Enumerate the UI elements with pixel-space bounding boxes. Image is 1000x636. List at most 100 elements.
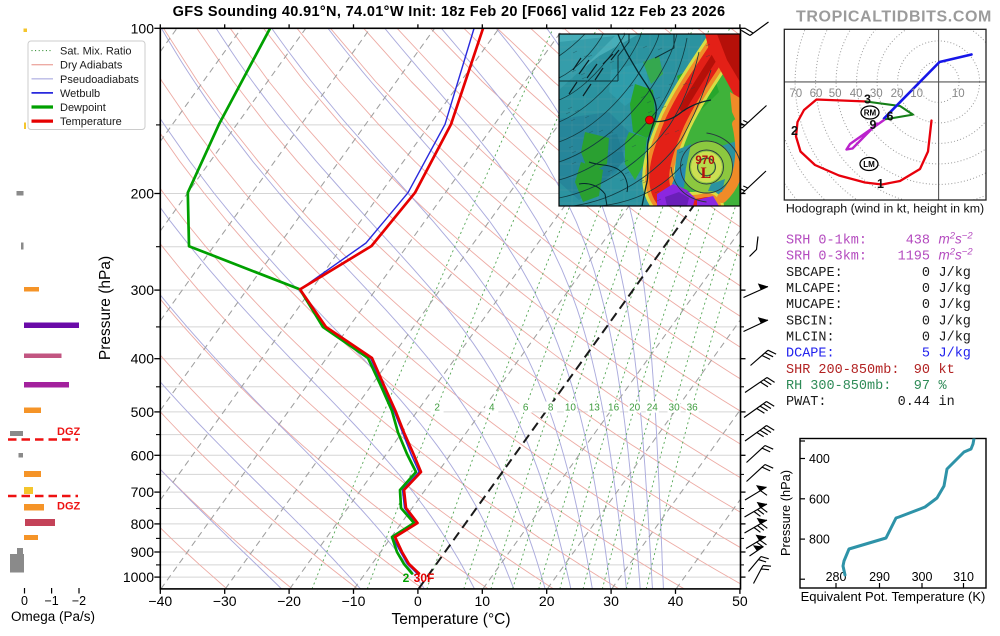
svg-text:13: 13 (589, 403, 601, 414)
svg-text:TROPICALTIDBITS.COM: TROPICALTIDBITS.COM (796, 9, 992, 26)
svg-text:600: 600 (809, 492, 830, 506)
svg-text:Pressure (hPa): Pressure (hPa) (778, 470, 793, 556)
svg-text:1: 1 (877, 177, 884, 191)
svg-text:−30: −30 (213, 593, 237, 609)
svg-text:200: 200 (131, 186, 155, 202)
svg-text:0: 0 (922, 282, 930, 297)
svg-text:310: 310 (953, 570, 974, 584)
svg-text:500: 500 (131, 404, 155, 420)
svg-text:0: 0 (922, 331, 930, 346)
svg-text:Dry Adiabats: Dry Adiabats (60, 60, 123, 72)
svg-text:Sat. Mix. Ratio: Sat. Mix. Ratio (60, 46, 132, 58)
svg-text:8: 8 (548, 403, 554, 414)
svg-text:DGZ: DGZ (57, 501, 81, 513)
svg-text:60: 60 (810, 88, 823, 100)
svg-text:SRH 0-3km:: SRH 0-3km: (786, 250, 867, 265)
svg-text:SBCAPE:: SBCAPE: (786, 266, 843, 281)
svg-text:0.44: 0.44 (898, 395, 930, 410)
svg-text:30: 30 (870, 88, 883, 100)
svg-text:Dewpoint: Dewpoint (60, 102, 106, 114)
svg-text:0: 0 (414, 593, 422, 609)
svg-text:36: 36 (687, 403, 699, 414)
svg-text:6: 6 (887, 110, 894, 124)
svg-text:400: 400 (131, 351, 155, 367)
svg-text:97: 97 (914, 379, 930, 394)
svg-text:40: 40 (850, 88, 863, 100)
svg-text:1195: 1195 (898, 250, 930, 265)
svg-text:20: 20 (629, 403, 641, 414)
svg-text:6: 6 (523, 403, 529, 414)
svg-text:20: 20 (891, 88, 904, 100)
svg-text:2: 2 (403, 571, 410, 585)
svg-text:16: 16 (608, 403, 620, 414)
svg-text:24: 24 (647, 403, 659, 414)
svg-text:SHR 200-850mb:: SHR 200-850mb: (786, 363, 899, 378)
svg-text:10: 10 (565, 403, 577, 414)
svg-text:100: 100 (131, 20, 155, 36)
svg-text:MLCAPE:: MLCAPE: (786, 282, 843, 297)
svg-text:m2s−2: m2s−2 (939, 231, 974, 247)
svg-text:50: 50 (732, 593, 748, 609)
svg-text:J/kg: J/kg (939, 331, 971, 346)
svg-text:0: 0 (922, 266, 930, 281)
svg-text:0: 0 (922, 298, 930, 313)
svg-text:Hodograph (wind in kt, height: Hodograph (wind in kt, height in km) (786, 202, 984, 216)
svg-text:970: 970 (695, 155, 714, 167)
svg-text:J/kg: J/kg (939, 282, 971, 297)
svg-text:SRH 0-1km:: SRH 0-1km: (786, 234, 867, 249)
svg-text:MLCIN:: MLCIN: (786, 331, 835, 346)
svg-text:in: in (939, 395, 955, 410)
svg-text:0: 0 (21, 594, 28, 608)
svg-text:%: % (939, 379, 948, 394)
svg-text:1000: 1000 (123, 569, 154, 585)
svg-text:5: 5 (922, 347, 930, 362)
svg-text:RH 300-850mb:: RH 300-850mb: (786, 379, 891, 394)
svg-text:J/kg: J/kg (939, 347, 971, 362)
svg-text:L: L (701, 165, 712, 182)
svg-text:280: 280 (826, 570, 847, 584)
svg-text:Equivalent Pot. Temperature (K: Equivalent Pot. Temperature (K) (801, 589, 986, 604)
svg-text:50: 50 (829, 88, 842, 100)
svg-text:Omega (Pa/s): Omega (Pa/s) (11, 609, 95, 624)
svg-text:−40: −40 (148, 593, 172, 609)
svg-text:Pseudoadiabats: Pseudoadiabats (60, 74, 139, 86)
svg-text:290: 290 (869, 570, 890, 584)
svg-text:Temperature (°C): Temperature (°C) (391, 611, 510, 628)
svg-text:RM: RM (864, 108, 877, 117)
svg-text:−2: −2 (72, 594, 86, 608)
svg-text:9: 9 (870, 118, 877, 132)
svg-text:400: 400 (809, 452, 830, 466)
svg-text:700: 700 (131, 484, 155, 500)
svg-text:SBCIN:: SBCIN: (786, 314, 835, 329)
svg-text:300: 300 (131, 282, 155, 298)
svg-text:kt: kt (939, 363, 955, 378)
svg-text:DCAPE:: DCAPE: (786, 347, 835, 362)
svg-text:4: 4 (489, 403, 495, 414)
svg-text:300: 300 (912, 570, 933, 584)
svg-text:m2s−2: m2s−2 (939, 247, 974, 263)
svg-text:2: 2 (434, 403, 440, 414)
svg-text:800: 800 (131, 516, 155, 532)
svg-text:438: 438 (906, 234, 930, 249)
svg-text:90: 90 (914, 363, 930, 378)
svg-text:Wetbulb: Wetbulb (60, 88, 100, 100)
svg-text:600: 600 (131, 447, 155, 463)
svg-text:900: 900 (131, 544, 155, 560)
svg-text:40: 40 (668, 593, 684, 609)
svg-text:30: 30 (669, 403, 681, 414)
svg-text:800: 800 (809, 533, 830, 547)
svg-text:Pressure (hPa): Pressure (hPa) (97, 256, 114, 360)
svg-text:PWAT:: PWAT: (786, 395, 827, 410)
svg-text:J/kg: J/kg (939, 314, 971, 329)
svg-text:0: 0 (922, 314, 930, 329)
svg-text:−20: −20 (277, 593, 301, 609)
svg-text:−1: −1 (44, 594, 58, 608)
svg-text:10: 10 (952, 88, 965, 100)
svg-text:J/kg: J/kg (939, 298, 971, 313)
svg-text:3: 3 (864, 93, 871, 107)
svg-text:30F: 30F (414, 571, 435, 585)
svg-text:2: 2 (791, 124, 798, 138)
svg-text:J/kg: J/kg (939, 266, 971, 281)
svg-text:DGZ: DGZ (57, 426, 81, 438)
svg-text:10: 10 (910, 88, 923, 100)
